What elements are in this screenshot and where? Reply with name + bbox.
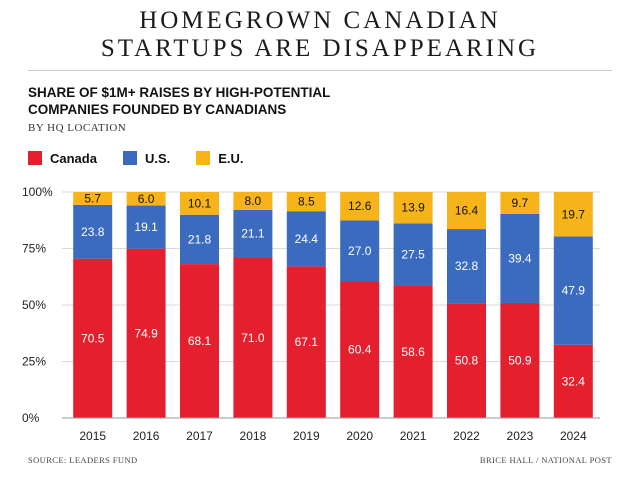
credit-note: BRICE HALL / NATIONAL POST [479,455,612,465]
stacked-bar-chart: 0% 25% 50% 75% 100% 70.5 23.8 5.7 2015 74.9 19.1 6.… [22,185,600,443]
data-label: 32.4 [562,374,586,388]
x-tick-label: 2020 [346,429,373,443]
bar-segment [447,229,486,304]
source-note: SOURCE: LEADERS FUND [28,455,138,465]
bar-segment [73,204,113,259]
bar-segment [553,192,593,237]
data-label: 39.4 [508,251,532,265]
x-tick-label: 2023 [507,429,534,443]
legend-item-canada: Canada [28,151,97,166]
bar-segment [180,214,219,265]
data-label: 74.9 [134,326,158,340]
bar-segment [340,192,380,221]
bar-segment [553,344,593,418]
x-tick-label: 2018 [240,429,267,443]
headline-line-1: HOMEGROWN CANADIAN [139,7,501,34]
bar-segment [126,248,166,418]
bar-segment [233,257,273,418]
data-label: 19.7 [562,207,586,221]
data-label: 19.1 [134,220,158,234]
y-tick-label: 0% [22,411,40,425]
x-tick-label: 2021 [400,429,427,443]
x-tick-label: 2019 [293,429,320,443]
data-label: 50.8 [455,354,479,368]
data-label: 9.7 [512,196,529,210]
data-label: 47.9 [562,284,586,298]
data-label: 32.8 [455,259,479,273]
y-tick-label: 25% [22,355,46,369]
legend-item-eu: E.U. [196,150,244,166]
data-label: 13.9 [401,201,425,215]
data-label: 58.6 [401,345,425,359]
bar-segment [233,209,273,258]
chart-byline: BY HQ LOCATION [28,122,127,134]
bar-segment [180,192,219,215]
y-tick-label: 75% [22,242,46,256]
data-label: 27.0 [348,244,372,258]
bar-segment [126,205,166,249]
data-label: 8.5 [298,195,315,209]
bar-segment [286,192,326,212]
legend-label-eu: E.U. [218,150,244,166]
bar-segment [393,285,433,418]
x-tick-label: 2017 [186,429,213,443]
legend-label-canada: Canada [50,150,97,166]
data-label: 71.0 [241,331,265,345]
data-label: 6.0 [138,192,155,206]
data-label: 24.4 [295,232,319,246]
bar-segment [500,192,540,214]
bar-segment [233,192,273,210]
bar-segment [340,220,380,282]
y-tick-label: 100% [22,185,53,199]
legend-swatch-us [122,151,137,165]
data-label: 5.7 [84,191,101,205]
bar-segment [393,223,433,286]
bar-segment [180,264,219,418]
bar-segment [447,303,486,418]
bar-segment [286,211,326,267]
data-label: 70.5 [81,331,105,345]
data-label: 23.8 [81,225,105,239]
data-label: 12.6 [348,199,372,213]
chart-subtitle-line-2: COMPANIES FOUNDED BY CANADIANS [28,102,287,117]
data-label: 21.8 [188,232,212,246]
bar-segment [286,266,326,418]
data-label: 8.0 [245,194,262,208]
chart-subtitle: SHARE OF $1M+ RAISES BY HIGH-POTENTIAL C… [28,84,330,118]
bar-segment [73,192,113,205]
bar-segment [73,258,113,418]
headline-line-2: STARTUPS ARE DISAPPEARING [100,35,540,62]
bar-segment [553,236,593,345]
bar-segment [393,192,433,224]
data-label: 27.5 [401,247,425,261]
x-tick-label: 2015 [79,429,106,443]
data-label: 67.1 [295,335,319,349]
headline-divider [28,70,612,71]
data-label: 21.1 [241,227,265,241]
data-label: 16.4 [455,204,479,218]
data-label: 50.9 [508,353,532,367]
data-label: 10.1 [188,196,212,210]
bar-segment [500,213,540,303]
data-label: 60.4 [348,343,372,357]
bar-segment [447,192,486,230]
legend-swatch-eu [196,151,211,165]
legend: Canada U.S. E.U. [28,148,270,168]
bar-segment [500,302,540,418]
bar-segment [340,281,380,418]
x-tick-label: 2024 [560,429,587,443]
legend-label-us: U.S. [144,150,171,166]
x-tick-label: 2016 [133,429,160,443]
data-label: 68.1 [188,334,212,348]
chart-subtitle-line-1: SHARE OF $1M+ RAISES BY HIGH-POTENTIAL [28,85,331,100]
legend-swatch-canada [28,151,42,165]
y-tick-label: 50% [22,298,46,312]
x-tick-label: 2022 [453,429,480,443]
bar-segment [126,192,166,206]
legend-item-us: U.S. [122,150,171,166]
